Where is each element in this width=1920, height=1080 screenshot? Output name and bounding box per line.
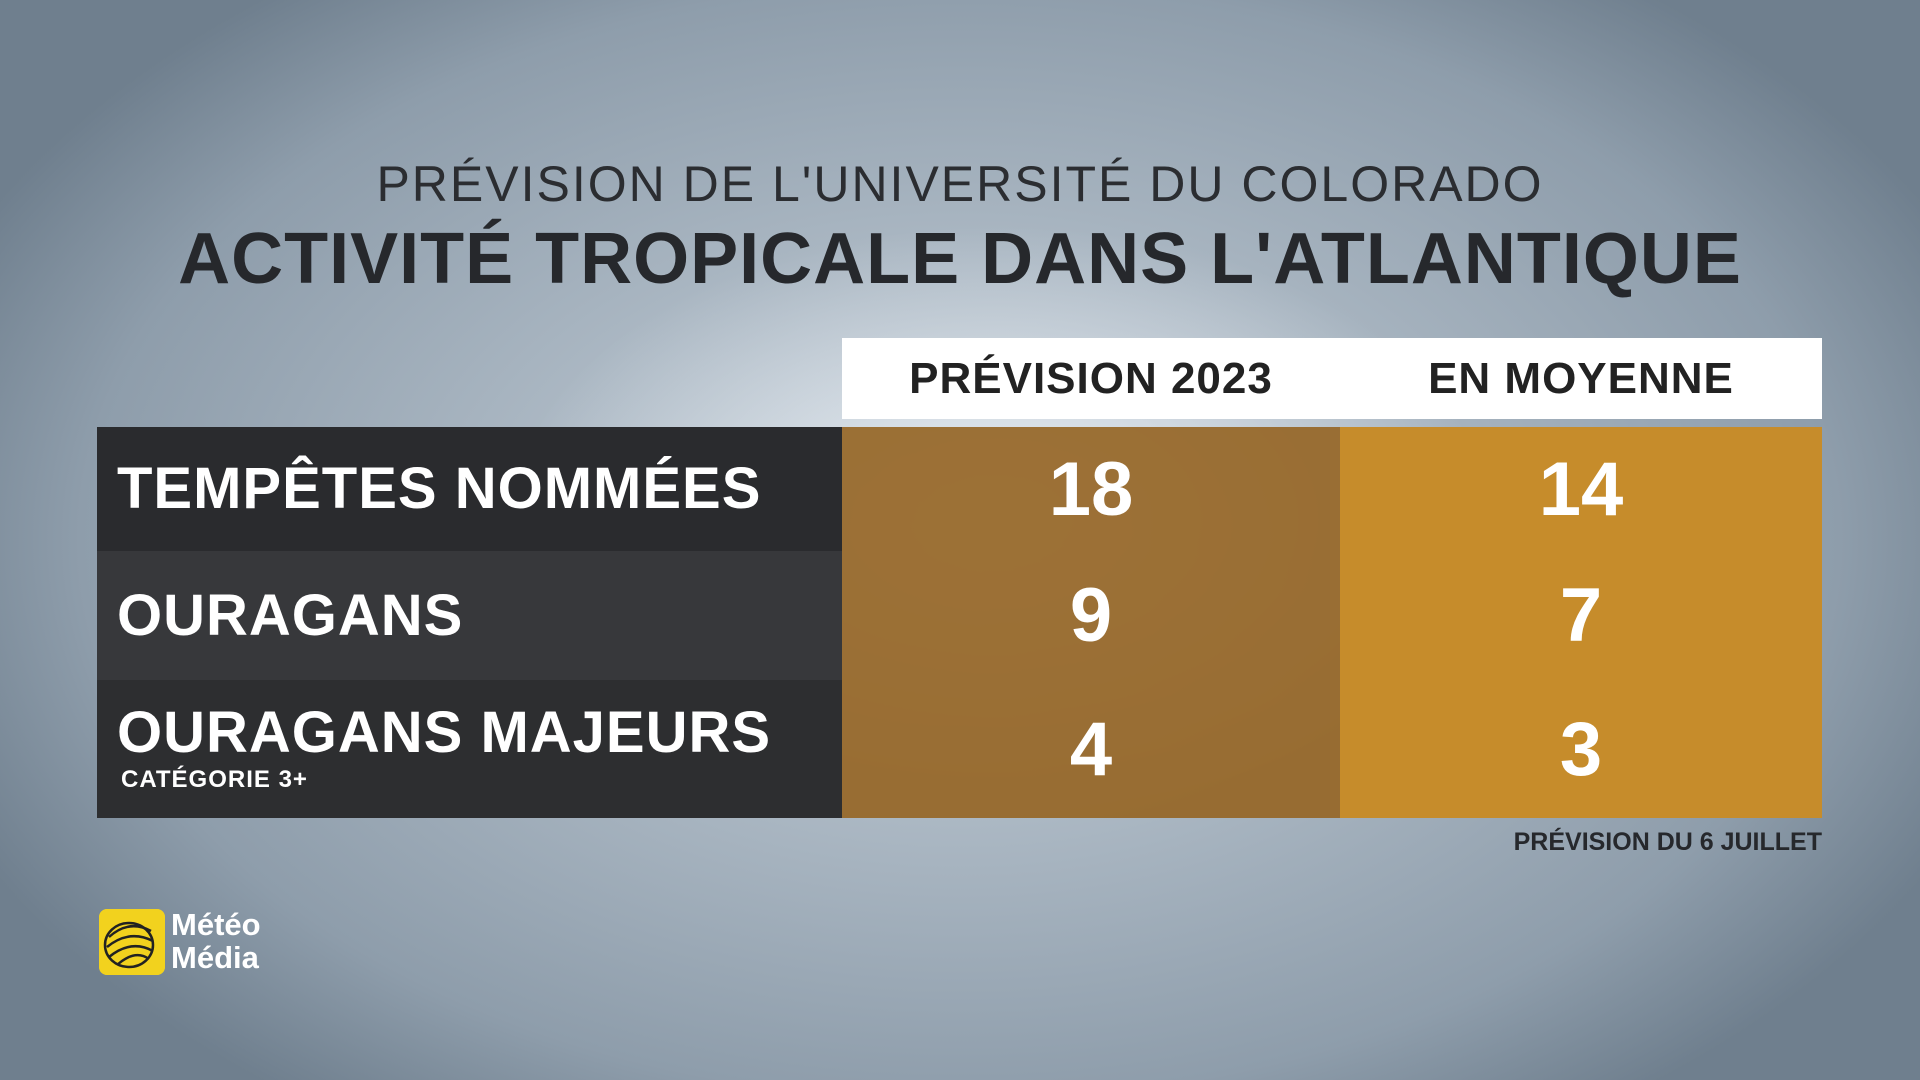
row-label: TEMPÊTES NOMMÉES	[97, 427, 842, 551]
cell: 4	[842, 680, 1340, 818]
column-header: EN MOYENNE	[1340, 338, 1822, 419]
row-label: OURAGANS	[97, 551, 842, 680]
cell: 18	[842, 427, 1340, 551]
title: ACTIVITÉ TROPICALE DANS L'ATLANTIQUE	[178, 219, 1742, 299]
cell: 7	[1340, 551, 1822, 680]
logo-icon	[99, 909, 165, 975]
footnote: PRÉVISION DU 6 JUILLET	[1513, 828, 1822, 856]
cell: 14	[1340, 427, 1822, 551]
row-label-block: OURAGANS MAJEURS CATÉGORIE 3+	[97, 680, 842, 818]
cell: 3	[1340, 680, 1822, 818]
cell: 9	[842, 551, 1340, 680]
logo-text: Météo Média	[171, 908, 261, 974]
row-sublabel: CATÉGORIE 3+	[121, 766, 308, 793]
column-header: PRÉVISION 2023	[842, 338, 1340, 419]
subtitle: PRÉVISION DE L'UNIVERSITÉ DU COLORADO	[376, 156, 1544, 212]
row-label: OURAGANS MAJEURS	[117, 700, 772, 765]
logo-line: Média	[171, 940, 259, 975]
logo-line: Météo	[171, 907, 261, 942]
